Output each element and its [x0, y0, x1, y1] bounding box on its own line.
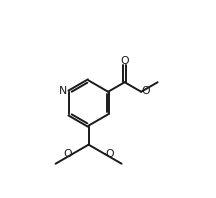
- Text: O: O: [105, 149, 114, 159]
- Text: O: O: [141, 87, 150, 96]
- Text: O: O: [121, 56, 129, 66]
- Text: O: O: [63, 149, 72, 159]
- Text: N: N: [59, 86, 67, 96]
